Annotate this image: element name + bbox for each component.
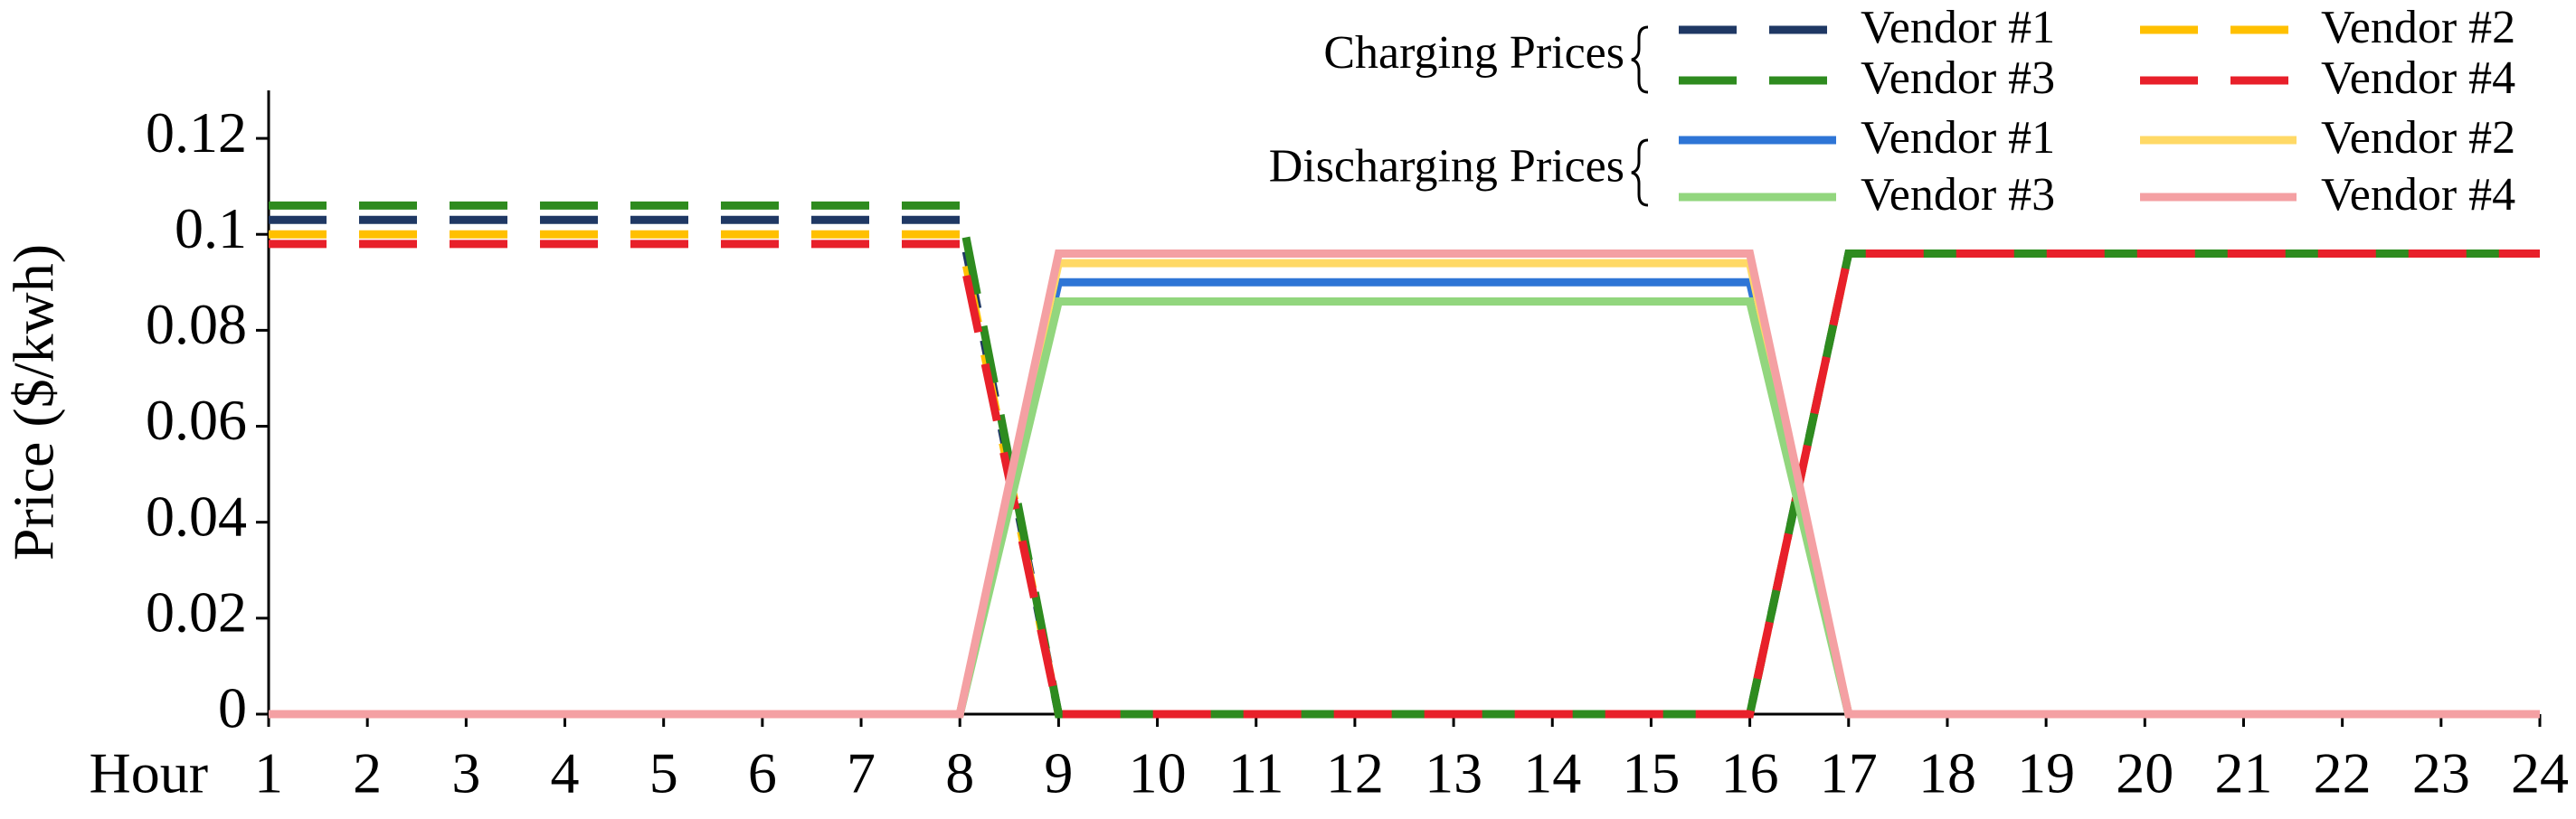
- legend-label: Vendor #1: [1861, 2, 2055, 53]
- legend-brace: [1631, 138, 1649, 207]
- x-tick-label: 17: [1820, 741, 1878, 805]
- line-series: [269, 278, 2540, 719]
- x-tick-label: 2: [353, 741, 382, 805]
- line-series: [269, 259, 2540, 719]
- x-tick-label: 8: [945, 741, 974, 805]
- y-axis-label: Price ($/kwh): [2, 244, 66, 560]
- line-series: [269, 201, 2540, 719]
- x-tick-label: 19: [2017, 741, 2075, 805]
- y-tick-label: 0.06: [146, 388, 247, 452]
- legend-label: Vendor #3: [1861, 169, 2055, 221]
- x-tick-label: 16: [1721, 741, 1779, 805]
- line-series: [269, 240, 2540, 719]
- x-tick-label: 3: [451, 741, 480, 805]
- legend-label: Vendor #2: [2321, 2, 2515, 53]
- y-tick-label: 0.02: [146, 580, 247, 645]
- y-tick-label: 0: [218, 676, 247, 740]
- x-tick-label: 9: [1044, 741, 1073, 805]
- line-series: [269, 297, 2540, 719]
- line-series: [269, 215, 2540, 719]
- x-axis-label: Hour: [89, 741, 208, 805]
- legend-label: Vendor #2: [2321, 112, 2515, 164]
- legend-group-title: Charging Prices: [1323, 27, 1624, 79]
- legend-label: Vendor #1: [1861, 112, 2055, 164]
- x-tick-label: 11: [1228, 741, 1284, 805]
- x-tick-label: 24: [2511, 741, 2569, 805]
- x-tick-label: 14: [1523, 741, 1581, 805]
- x-tick-label: 23: [2412, 741, 2470, 805]
- legend-label: Vendor #3: [1861, 52, 2055, 104]
- x-tick-label: 1: [254, 741, 283, 805]
- y-tick-label: 0.08: [146, 292, 247, 356]
- x-tick-label: 21: [2214, 741, 2272, 805]
- x-tick-label: 13: [1425, 741, 1482, 805]
- x-tick-label: 4: [551, 741, 580, 805]
- y-tick-label: 0.04: [146, 484, 247, 548]
- x-tick-label: 20: [2116, 741, 2174, 805]
- x-tick-label: 22: [2314, 741, 2372, 805]
- x-tick-label: 12: [1326, 741, 1384, 805]
- x-tick-label: 7: [847, 741, 876, 805]
- y-tick-label: 0.12: [146, 100, 247, 165]
- legend-label: Vendor #4: [2321, 169, 2515, 221]
- line-series: [269, 249, 2540, 719]
- x-tick-label: 5: [649, 741, 678, 805]
- legend-label: Vendor #4: [2321, 52, 2515, 104]
- x-tick-label: 18: [1918, 741, 1976, 805]
- x-tick-label: 6: [748, 741, 777, 805]
- y-tick-label: 0.1: [175, 196, 247, 260]
- line-series: [269, 230, 2540, 719]
- legend-group-title: Discharging Prices: [1269, 140, 1624, 192]
- x-tick-label: 15: [1622, 741, 1680, 805]
- x-tick-label: 10: [1129, 741, 1187, 805]
- legend-brace: [1631, 25, 1649, 94]
